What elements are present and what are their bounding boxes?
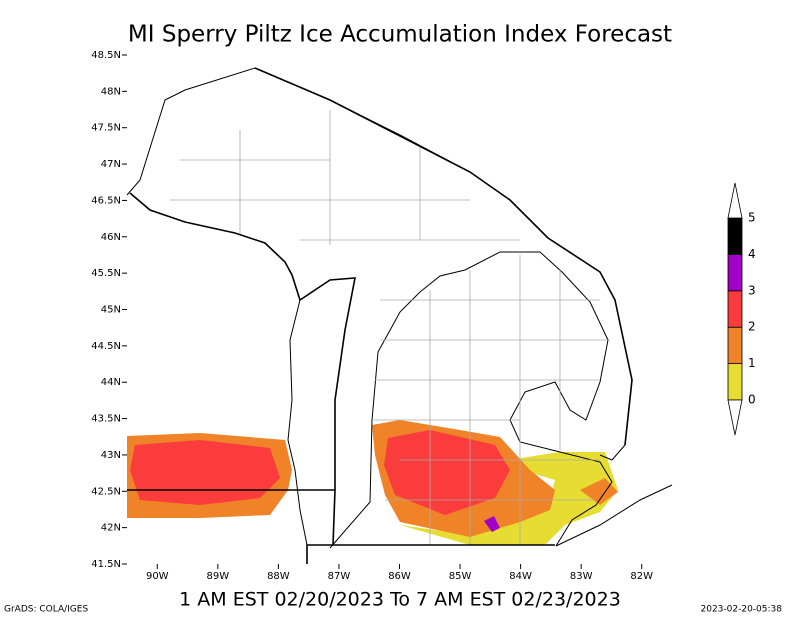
y-tick-label: 41.5N [91,559,121,570]
coastline [126,67,633,461]
colorbar-label: 3 [748,283,756,297]
y-tick-label: 48.5N [91,50,121,61]
x-tick-label: 84W [509,571,532,582]
y-tick-label: 43.5N [91,414,121,425]
y-tick-label: 42N [101,523,121,534]
footer-right: 2023-02-20-05:38 [701,605,783,615]
coastline [287,299,308,546]
x-tick-label: 90W [146,571,169,582]
ice-region [580,478,618,505]
y-tick-label: 48N [101,86,121,97]
y-tick-label: 43N [101,450,121,461]
colorbar-segment [727,290,743,328]
title: MI Sperry Piltz Ice Accumulation Index F… [128,22,672,48]
colorbar-segment [727,217,743,255]
y-tick-label: 45N [101,305,121,316]
ice-region [384,430,510,515]
state-border [127,67,633,564]
subtitle: 1 AM EST 02/20/2023 To 7 AM EST 02/23/20… [179,589,621,611]
colorbar-arrow [727,399,743,436]
y-tick-label: 44.5N [91,341,121,352]
x-tick-label: 88W [267,571,290,582]
y-tick-label: 45.5N [91,268,121,279]
y-tick-label: 46N [101,232,121,243]
y-tick-label: 47.5N [91,123,121,134]
y-tick-label: 42.5N [91,486,121,497]
y-tick-label: 44N [101,377,121,388]
x-tick-label: 89W [207,571,230,582]
x-tick-label: 85W [449,571,472,582]
x-tick-label: 87W [328,571,351,582]
colorbar-segment [727,326,743,365]
colorbar-label: 1 [748,356,756,370]
colorbar-label: 4 [748,247,756,261]
colorbar-label: 2 [748,320,756,334]
colorbar-segment [727,363,743,401]
ice-region [400,452,618,545]
x-tick-label: 86W [388,571,411,582]
footer-left: GrADS: COLA/IGES [4,605,88,615]
coastline [555,484,673,547]
colorbar-label: 5 [748,211,756,225]
colorbar-arrow [727,182,743,219]
county-lines [170,110,610,545]
colorbar-segment [727,253,743,292]
y-tick-label: 47N [101,159,121,170]
ice-region [130,440,280,505]
y-tick-label: 46.5N [91,195,121,206]
x-tick-label: 83W [570,571,593,582]
x-tick-label: 82W [630,571,653,582]
map-area [126,67,673,564]
colorbar-label: 0 [748,393,756,407]
ice-region [484,516,500,532]
